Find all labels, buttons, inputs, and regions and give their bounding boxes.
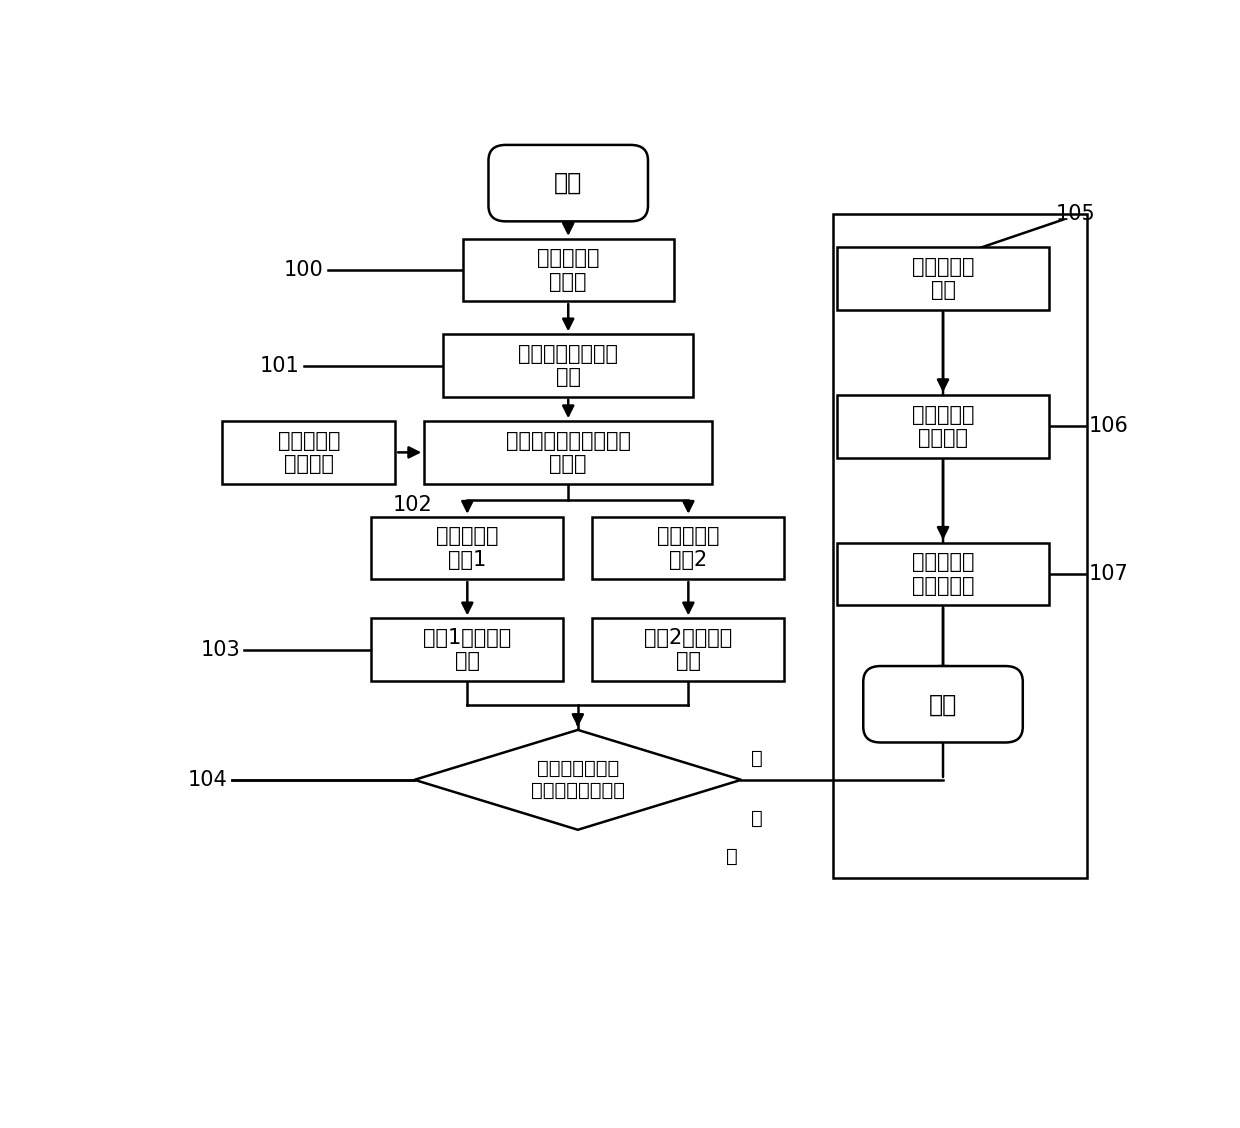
Text: 确定试验件
构型: 确定试验件 构型 [911,257,975,300]
Text: 构型1超转破裂
分析: 构型1超转破裂 分析 [423,628,511,671]
Bar [837,395,1049,458]
Bar [837,247,1049,310]
Text: 105: 105 [1055,204,1095,224]
Bar [593,517,785,579]
Polygon shape [414,730,742,830]
Bar [832,213,1087,878]
Text: 确定最小破裂裕度
轮盘: 确定最小破裂裕度 轮盘 [518,344,619,387]
Text: 101: 101 [260,355,300,376]
Text: 104: 104 [188,769,228,790]
Text: 转子组件超
转分析: 转子组件超 转分析 [537,248,599,291]
Bar [222,421,396,484]
Text: 确定转子部
件破裂转速: 确定转子部 件破裂转速 [911,553,975,596]
Text: 试验件构型
方案1: 试验件构型 方案1 [436,527,498,570]
Text: 100: 100 [284,259,324,280]
Text: 结束: 结束 [929,693,957,716]
Text: 是: 是 [751,810,763,828]
Bar [463,239,675,301]
Text: 试验件构型设计
是否满足准则要求: 试验件构型设计 是否满足准则要求 [531,759,625,801]
Text: 构型2超转破裂
分析: 构型2超转破裂 分析 [645,628,733,671]
Text: 否: 否 [751,749,763,768]
Text: 开始: 开始 [554,171,583,195]
Text: 102: 102 [393,495,433,515]
Bar [371,517,563,579]
Bar [837,543,1049,606]
Text: 106: 106 [1089,416,1128,437]
Bar [444,334,693,397]
FancyBboxPatch shape [863,666,1023,742]
Text: 轮盘试验件构型初步方
案设计: 轮盘试验件构型初步方 案设计 [506,431,631,474]
Bar [593,618,785,681]
Text: 试验件构型
设计准则: 试验件构型 设计准则 [278,431,340,474]
Text: 107: 107 [1089,564,1128,584]
Text: 103: 103 [201,640,241,660]
Text: 是: 是 [725,847,738,866]
Text: 试验件构型
方案2: 试验件构型 方案2 [657,527,719,570]
Bar [424,421,713,484]
Text: 完成试验件
加工装配: 完成试验件 加工装配 [911,405,975,448]
Bar [371,618,563,681]
FancyBboxPatch shape [489,144,649,221]
